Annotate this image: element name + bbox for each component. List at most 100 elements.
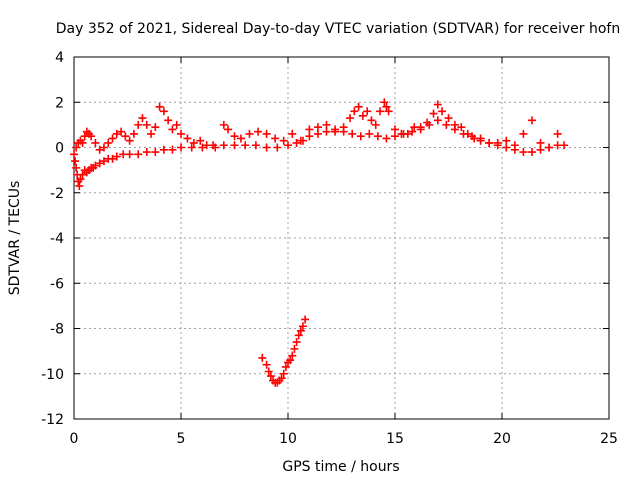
data-point (380, 98, 389, 107)
data-point (382, 102, 391, 111)
y-axis-label: SDTVAR / TECUs (7, 181, 23, 296)
data-point (463, 129, 472, 138)
data-point (331, 127, 340, 136)
data-point (125, 150, 134, 159)
data-point (290, 344, 299, 353)
data-point (168, 145, 177, 154)
data-point (536, 145, 545, 154)
y-tick-labels: -12 -10 -8 -6 -4 -2 0 2 4 (41, 50, 64, 428)
data-point (245, 129, 254, 138)
data-point (356, 132, 365, 141)
data-point (354, 102, 363, 111)
data-point (151, 148, 160, 157)
data-point (536, 138, 545, 147)
data-point (502, 136, 511, 145)
data-point (198, 143, 207, 152)
data-point (284, 141, 292, 150)
data-point (159, 107, 168, 116)
data-point (519, 129, 528, 138)
data-point (99, 143, 108, 152)
data-point (433, 116, 442, 125)
y-tick-label: -6 (50, 276, 64, 292)
data-point (373, 132, 382, 141)
data-point (376, 107, 385, 116)
data-point (438, 107, 447, 116)
data-point (262, 360, 271, 369)
data-point (78, 170, 87, 179)
data-point (219, 120, 228, 129)
data-point (292, 338, 301, 347)
data-point (433, 100, 442, 109)
data-point (384, 107, 393, 116)
data-point (288, 351, 297, 360)
data-point (72, 163, 81, 172)
data-point (112, 152, 121, 161)
data-point (294, 331, 303, 340)
data-points (70, 98, 569, 387)
data-point (298, 322, 307, 331)
data-point (219, 141, 228, 150)
data-point (545, 143, 554, 152)
data-point (108, 134, 117, 143)
y-tick-label: -2 (50, 186, 64, 202)
data-point (78, 138, 87, 147)
data-point (264, 367, 273, 376)
data-point (151, 123, 160, 132)
axis-ticks (73, 56, 610, 420)
data-point (322, 120, 331, 129)
data-point (183, 134, 192, 143)
data-point (71, 157, 80, 166)
data-point (142, 148, 151, 157)
data-point (442, 120, 451, 129)
data-point (408, 127, 417, 136)
data-point (296, 136, 305, 145)
data-point (457, 123, 466, 132)
y-tick-label: -8 (50, 322, 64, 338)
data-point (125, 136, 134, 145)
x-tick-label: 20 (493, 431, 511, 447)
data-point (519, 148, 528, 157)
x-tick-label: 10 (279, 431, 297, 447)
data-point (155, 102, 164, 111)
data-point (416, 123, 425, 132)
data-point (99, 157, 108, 166)
data-point (236, 134, 245, 143)
data-point (187, 143, 196, 152)
data-point (502, 143, 511, 152)
data-point (271, 134, 280, 143)
data-point (262, 129, 271, 138)
data-point (230, 141, 239, 150)
data-point (224, 125, 233, 134)
data-point (305, 132, 314, 141)
data-point (292, 138, 301, 147)
data-point (403, 129, 412, 138)
chart-title: Day 352 of 2021, Sidereal Day-to-day VTE… (56, 21, 620, 37)
data-point (147, 129, 156, 138)
data-point (112, 129, 121, 138)
data-point (164, 116, 173, 125)
data-point (251, 141, 260, 150)
data-point (129, 129, 138, 138)
data-point (339, 123, 348, 132)
data-point (313, 129, 322, 138)
data-point (134, 120, 143, 129)
data-point (277, 374, 286, 383)
data-point (279, 369, 288, 378)
data-point (313, 123, 322, 132)
data-point (211, 143, 220, 152)
data-point (196, 136, 205, 145)
data-point (91, 138, 100, 147)
grid-lines (74, 57, 609, 419)
data-point (134, 150, 143, 159)
data-point (371, 120, 380, 129)
y-tick-label: -10 (41, 367, 64, 383)
data-point (104, 138, 113, 147)
data-point (365, 129, 374, 138)
data-point (560, 141, 569, 150)
data-point (76, 175, 85, 184)
data-point (117, 127, 126, 136)
y-tick-label: 0 (55, 141, 64, 157)
data-point (476, 136, 485, 145)
data-point (87, 132, 96, 141)
data-point (138, 114, 147, 123)
